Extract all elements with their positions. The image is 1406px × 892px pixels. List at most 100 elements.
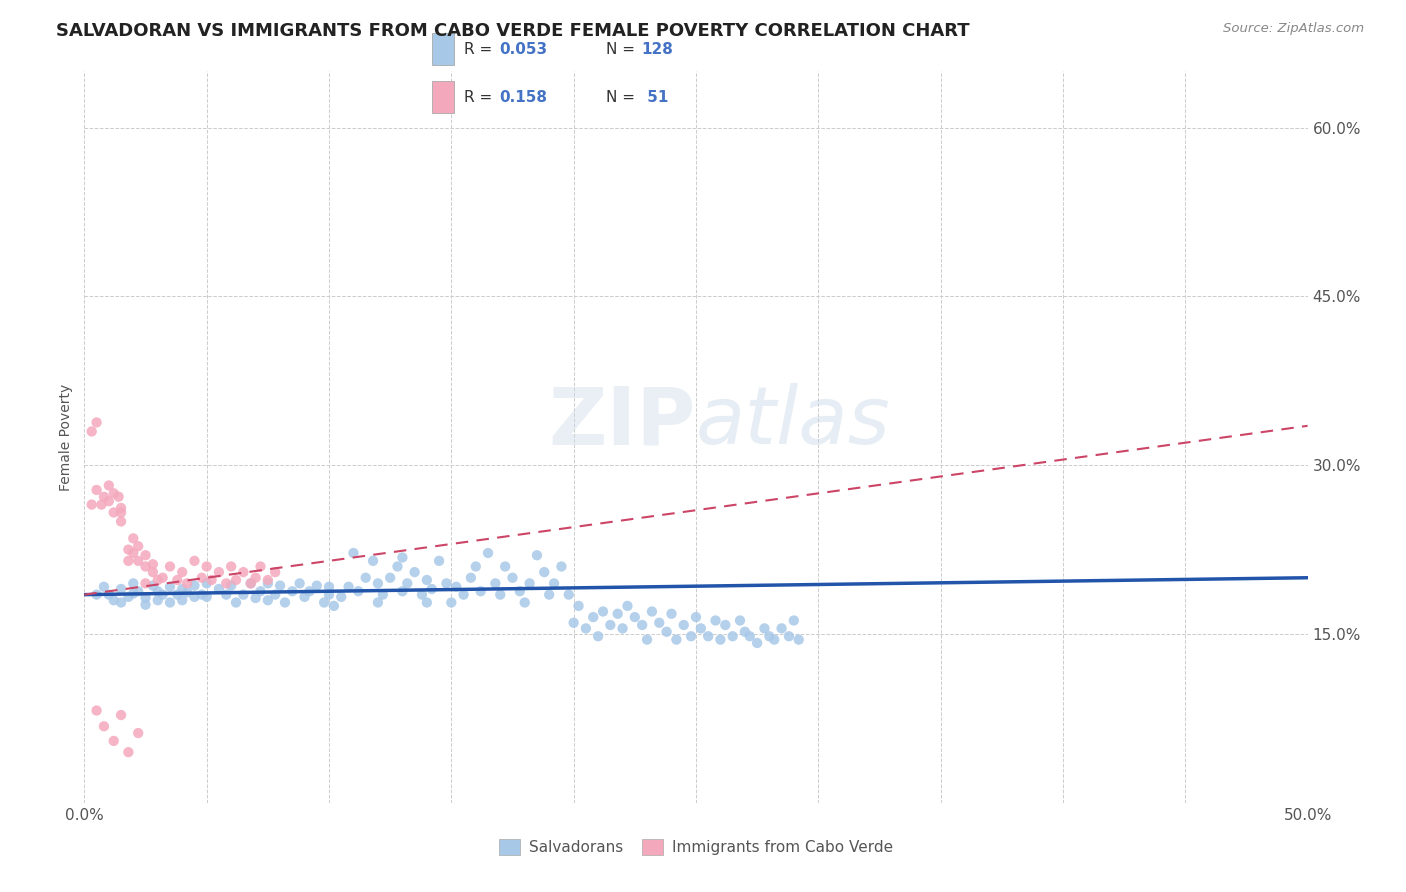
Point (367, 576, 389, 591)
Point (110, 582, 132, 596)
Point (509, 584, 531, 599)
Point (274, 595, 297, 609)
Point (159, 580, 181, 594)
Point (538, 588, 561, 602)
Point (269, 579, 291, 593)
Point (427, 554, 450, 568)
Point (135, 576, 157, 591)
Point (117, 745, 139, 759)
Text: N =: N = (606, 90, 640, 104)
Point (661, 607, 683, 621)
Point (86, 483, 108, 497)
Point (159, 595, 181, 609)
Point (778, 629, 800, 643)
Point (215, 576, 238, 591)
Point (183, 579, 205, 593)
Point (135, 559, 157, 574)
Point (172, 582, 194, 596)
Point (159, 559, 181, 574)
Point (103, 486, 125, 500)
Text: N =: N = (606, 42, 640, 56)
Point (484, 576, 506, 591)
Point (122, 546, 145, 560)
Point (208, 565, 231, 579)
Point (257, 576, 280, 591)
Point (219, 579, 242, 593)
Point (135, 598, 157, 612)
Point (586, 629, 609, 643)
Point (380, 571, 402, 585)
Point (758, 629, 780, 643)
Point (704, 614, 727, 628)
Point (387, 559, 409, 574)
Point (257, 573, 280, 587)
Point (249, 559, 271, 574)
Point (117, 590, 139, 604)
Legend: Salvadorans, Immigrants from Cabo Verde: Salvadorans, Immigrants from Cabo Verde (492, 833, 900, 861)
Point (107, 490, 129, 504)
Point (142, 565, 165, 579)
Point (245, 591, 267, 605)
Point (264, 588, 287, 602)
Text: 0.053: 0.053 (499, 42, 547, 56)
Point (575, 621, 598, 635)
Point (582, 610, 605, 624)
Point (127, 554, 149, 568)
Point (191, 588, 214, 602)
Point (97, 588, 120, 602)
Text: Source: ZipAtlas.com: Source: ZipAtlas.com (1223, 22, 1364, 36)
Point (453, 588, 475, 602)
Bar (432, 81, 454, 113)
Point (672, 618, 695, 632)
Point (127, 726, 149, 740)
Point (721, 629, 744, 643)
Point (318, 580, 340, 594)
Point (330, 590, 353, 604)
Point (245, 571, 267, 585)
Text: R =: R = (464, 42, 496, 56)
Point (342, 546, 364, 560)
Point (787, 632, 810, 647)
Point (142, 579, 165, 593)
Point (142, 558, 165, 572)
Point (616, 599, 638, 613)
Point (550, 559, 572, 574)
Point (763, 632, 786, 647)
Point (146, 584, 169, 599)
Point (219, 559, 242, 574)
Point (80, 498, 103, 512)
Point (460, 571, 482, 585)
Point (135, 548, 157, 562)
Point (371, 588, 394, 602)
Point (734, 624, 756, 639)
Point (404, 565, 426, 579)
Point (337, 580, 360, 594)
Point (249, 584, 271, 599)
Point (641, 605, 664, 619)
Text: ZIP: ZIP (548, 384, 696, 461)
Point (391, 550, 413, 565)
Point (122, 586, 145, 600)
Text: atlas: atlas (696, 384, 891, 461)
Point (526, 548, 548, 562)
Point (172, 593, 194, 607)
Point (239, 576, 262, 591)
Point (681, 629, 703, 643)
Point (127, 539, 149, 553)
Point (298, 584, 321, 599)
Point (288, 576, 311, 591)
Point (225, 573, 247, 587)
Point (558, 588, 581, 602)
Point (314, 595, 336, 609)
Point (195, 559, 218, 574)
Point (294, 590, 316, 604)
Point (655, 624, 678, 639)
Point (567, 599, 589, 613)
Point (97, 478, 120, 492)
Point (367, 595, 389, 609)
Point (103, 506, 125, 520)
Point (110, 708, 132, 723)
Point (103, 734, 125, 748)
Point (599, 618, 621, 632)
Point (176, 585, 198, 599)
